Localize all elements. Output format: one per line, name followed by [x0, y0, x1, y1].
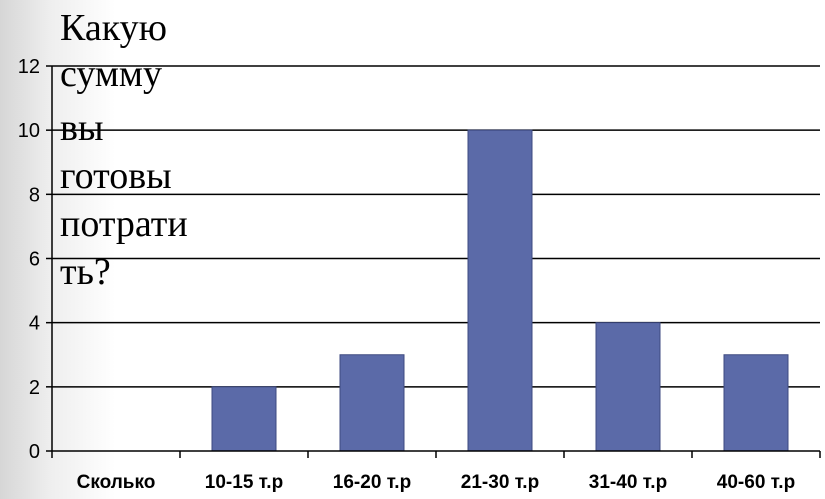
x-category-label: 16-20 т.р	[333, 472, 411, 493]
bar	[339, 354, 405, 452]
chart-title-line: готовы	[60, 155, 172, 197]
x-category-label: 10-15 т.р	[205, 472, 283, 493]
bar	[723, 354, 789, 452]
bar	[595, 322, 661, 452]
chart-title-line: ть?	[60, 251, 111, 293]
chart-title-line: вы	[60, 107, 103, 149]
chart-title-line: потрати	[60, 203, 188, 245]
axes	[46, 65, 821, 458]
y-tick-labels: 0 2 4 6 8 10 12	[18, 56, 40, 463]
bar	[467, 129, 533, 452]
y-tick-label: 0	[29, 441, 40, 463]
x-category-labels: Сколько 10-15 т.р 16-20 т.р 21-30 т.р 31-40 …	[77, 472, 796, 493]
gridlines	[52, 65, 820, 388]
x-category-label: 31-40 т.р	[589, 472, 667, 493]
y-tick-label: 12	[18, 56, 40, 78]
y-tick-label: 2	[29, 377, 40, 399]
y-tick-label: 8	[29, 184, 40, 206]
bar	[211, 386, 277, 452]
x-category-label: 40-60 т.р	[717, 472, 795, 493]
y-tick-label: 10	[18, 120, 40, 142]
bars	[211, 129, 789, 452]
chart-title-line: сумму	[60, 53, 162, 95]
x-category-label: 21-30 т.р	[461, 472, 539, 493]
chart-title-line: Какую	[60, 7, 167, 49]
y-tick-label: 6	[29, 249, 40, 271]
y-tick-label: 4	[29, 313, 40, 335]
x-category-label: Сколько	[77, 472, 156, 493]
